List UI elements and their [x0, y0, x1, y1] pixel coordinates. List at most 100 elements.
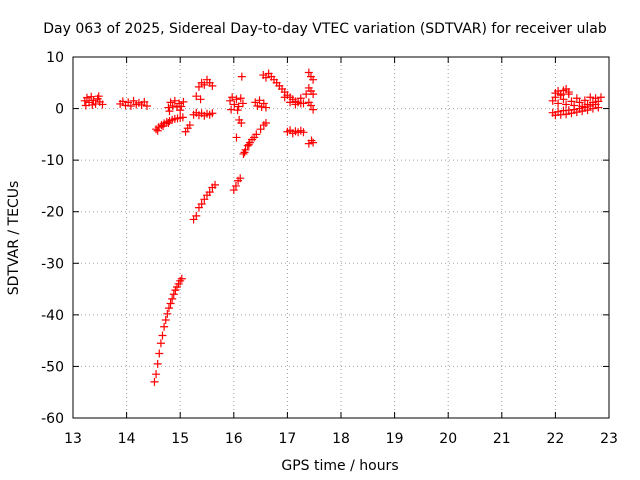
x-tick-label: 19 — [386, 431, 404, 447]
data-point — [580, 96, 589, 105]
x-tick-label: 13 — [64, 431, 82, 447]
data-point — [232, 95, 241, 104]
data-point — [232, 133, 241, 142]
data-point — [296, 94, 305, 103]
data-point — [594, 103, 603, 112]
data-point — [236, 174, 245, 183]
x-tick-labels: 13 14 15 16 17 18 19 20 21 22 23 — [64, 431, 618, 447]
data-point — [236, 94, 245, 103]
data-point — [286, 98, 295, 107]
data-point — [200, 195, 209, 204]
data-point — [237, 119, 246, 128]
data-point — [155, 349, 164, 358]
data-points — [80, 68, 605, 386]
data-point — [596, 93, 605, 102]
data-point — [164, 304, 173, 313]
x-tick-label: 22 — [546, 431, 564, 447]
data-point — [280, 93, 289, 102]
data-point — [233, 106, 242, 115]
data-point — [261, 103, 270, 112]
y-tick-label: 0 — [55, 102, 64, 118]
data-point — [240, 148, 249, 157]
data-point — [82, 93, 91, 102]
data-point — [231, 181, 240, 190]
data-point — [244, 140, 253, 149]
data-point — [159, 122, 168, 131]
data-point — [572, 94, 581, 103]
data-point — [94, 92, 103, 101]
data-point — [237, 72, 246, 81]
y-tick-label: 10 — [46, 50, 64, 66]
data-point — [291, 100, 300, 109]
chart-title: Day 063 of 2025, Sidereal Day-to-day VTE… — [43, 21, 607, 37]
data-point — [169, 290, 178, 299]
data-point — [150, 377, 159, 386]
data-point — [228, 93, 237, 102]
x-tick-label: 21 — [493, 431, 511, 447]
data-point — [309, 105, 318, 114]
data-point — [588, 104, 597, 113]
data-point — [152, 370, 161, 379]
data-point — [177, 102, 186, 111]
data-point — [165, 107, 174, 116]
y-tick-label: -60 — [41, 411, 64, 427]
data-point — [304, 68, 313, 77]
data-point — [230, 100, 239, 109]
data-point — [164, 119, 173, 128]
data-point — [170, 96, 179, 105]
data-point — [168, 101, 177, 110]
data-point — [586, 93, 595, 102]
y-tick-label: -30 — [41, 256, 64, 272]
data-point — [562, 100, 571, 109]
data-point — [192, 211, 201, 220]
x-axis-label: GPS time / hours — [281, 458, 398, 474]
data-point — [583, 106, 592, 115]
data-point — [234, 102, 243, 111]
data-point — [118, 97, 127, 106]
data-point — [256, 125, 265, 134]
data-point — [211, 180, 220, 189]
data-point — [158, 331, 167, 340]
data-point — [261, 73, 270, 82]
y-tick-label: -20 — [41, 205, 64, 221]
data-point — [239, 149, 248, 158]
data-point — [177, 274, 186, 283]
data-point — [229, 186, 238, 195]
data-point — [197, 199, 206, 208]
x-tick-label: 20 — [439, 431, 457, 447]
data-point — [255, 96, 264, 105]
data-point — [302, 90, 311, 99]
x-tick-label: 18 — [332, 431, 350, 447]
y-tick-labels: 10 0 -10 -20 -30 -40 -50 -60 — [41, 50, 64, 427]
y-axis-label: SDTVAR / TECUs — [6, 181, 22, 296]
data-point — [168, 294, 177, 303]
data-point — [309, 138, 318, 147]
data-point — [153, 359, 162, 368]
data-point — [564, 88, 573, 97]
x-tick-label: 16 — [225, 431, 243, 447]
data-point — [252, 130, 261, 139]
data-point — [140, 97, 149, 106]
data-point — [196, 95, 205, 104]
data-point — [307, 136, 316, 145]
y-tick-label: -50 — [41, 359, 64, 375]
y-tick-label: -10 — [41, 153, 64, 169]
data-point — [166, 299, 175, 308]
data-point — [161, 316, 170, 325]
data-point — [163, 309, 172, 318]
data-point — [306, 101, 315, 110]
data-point — [309, 90, 318, 99]
data-point — [160, 322, 169, 331]
data-point — [194, 82, 203, 91]
data-point — [205, 188, 214, 197]
data-point — [299, 128, 308, 137]
data-point — [299, 99, 308, 108]
data-point — [208, 109, 217, 118]
data-point — [156, 339, 165, 348]
data-point — [238, 99, 247, 108]
data-point — [176, 106, 185, 115]
x-tick-label: 23 — [600, 431, 618, 447]
data-point — [88, 100, 97, 109]
